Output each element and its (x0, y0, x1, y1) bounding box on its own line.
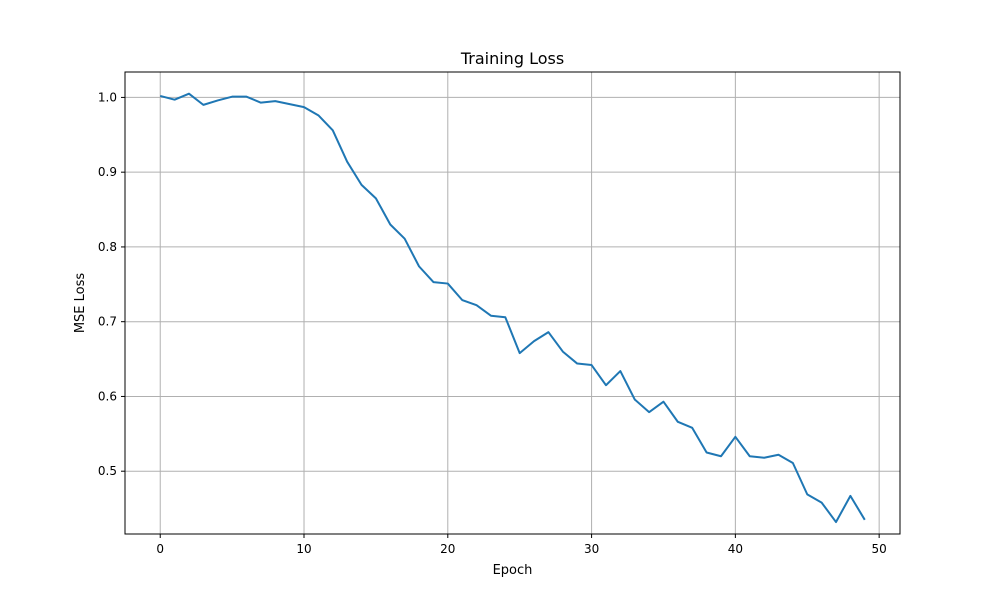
x-tick-label: 30 (584, 542, 599, 556)
chart-title: Training Loss (460, 49, 564, 68)
x-tick-label: 10 (296, 542, 311, 556)
y-tick-label: 0.7 (98, 315, 117, 329)
y-tick-label: 0.6 (98, 389, 117, 403)
x-tick-label: 0 (156, 542, 164, 556)
axis-ticks: 0 10 20 30 40 50 0.5 0.6 0.7 0.8 0.9 1.0 (98, 90, 887, 556)
y-tick-label: 0.8 (98, 240, 117, 254)
y-axis-label: MSE Loss (73, 273, 88, 334)
loss-series-line (159, 92, 866, 524)
y-tick-label: 1.0 (98, 90, 117, 104)
x-tick-label: 40 (728, 542, 743, 556)
y-tick-label: 0.9 (98, 165, 117, 179)
y-tick-label: 0.5 (98, 464, 117, 478)
x-tick-label: 20 (440, 542, 455, 556)
grid (125, 72, 900, 534)
x-axis-label: Epoch (493, 563, 533, 578)
plot-area (124, 71, 901, 535)
x-tick-label: 50 (872, 542, 887, 556)
series-layer (159, 92, 866, 524)
